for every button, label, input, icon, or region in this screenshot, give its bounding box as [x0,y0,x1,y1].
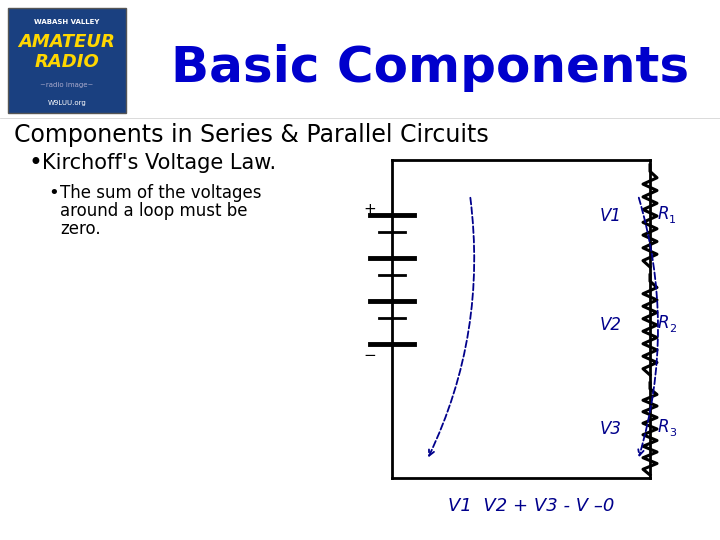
Text: ~radio image~: ~radio image~ [40,82,94,88]
Text: around a loop must be: around a loop must be [60,202,248,220]
Text: •: • [48,184,59,202]
Text: 2: 2 [669,324,676,334]
FancyBboxPatch shape [8,8,126,113]
Text: V1: V1 [600,207,622,225]
Text: The sum of the voltages: The sum of the voltages [60,184,261,202]
Text: V2: V2 [600,316,622,334]
Text: V1  V2 + V3 - V –0: V1 V2 + V3 - V –0 [448,497,614,515]
Text: W9LUU.org: W9LUU.org [48,100,86,106]
Text: WABASH VALLEY: WABASH VALLEY [35,19,99,25]
Text: R: R [658,314,670,332]
Text: RADIO: RADIO [35,53,99,71]
Text: V3: V3 [600,420,622,438]
Text: Components in Series & Parallel Circuits: Components in Series & Parallel Circuits [14,123,489,147]
Text: −: − [364,348,377,362]
Text: zero.: zero. [60,220,101,238]
Text: 3: 3 [669,428,676,438]
Text: Basic Components: Basic Components [171,44,689,92]
Text: •: • [28,151,42,175]
Text: Kirchoff's Voltage Law.: Kirchoff's Voltage Law. [42,153,276,173]
Text: +: + [364,202,377,218]
Text: R: R [658,418,670,436]
Text: AMATEUR: AMATEUR [19,33,115,51]
Text: R: R [658,205,670,223]
Text: 1: 1 [669,215,676,225]
